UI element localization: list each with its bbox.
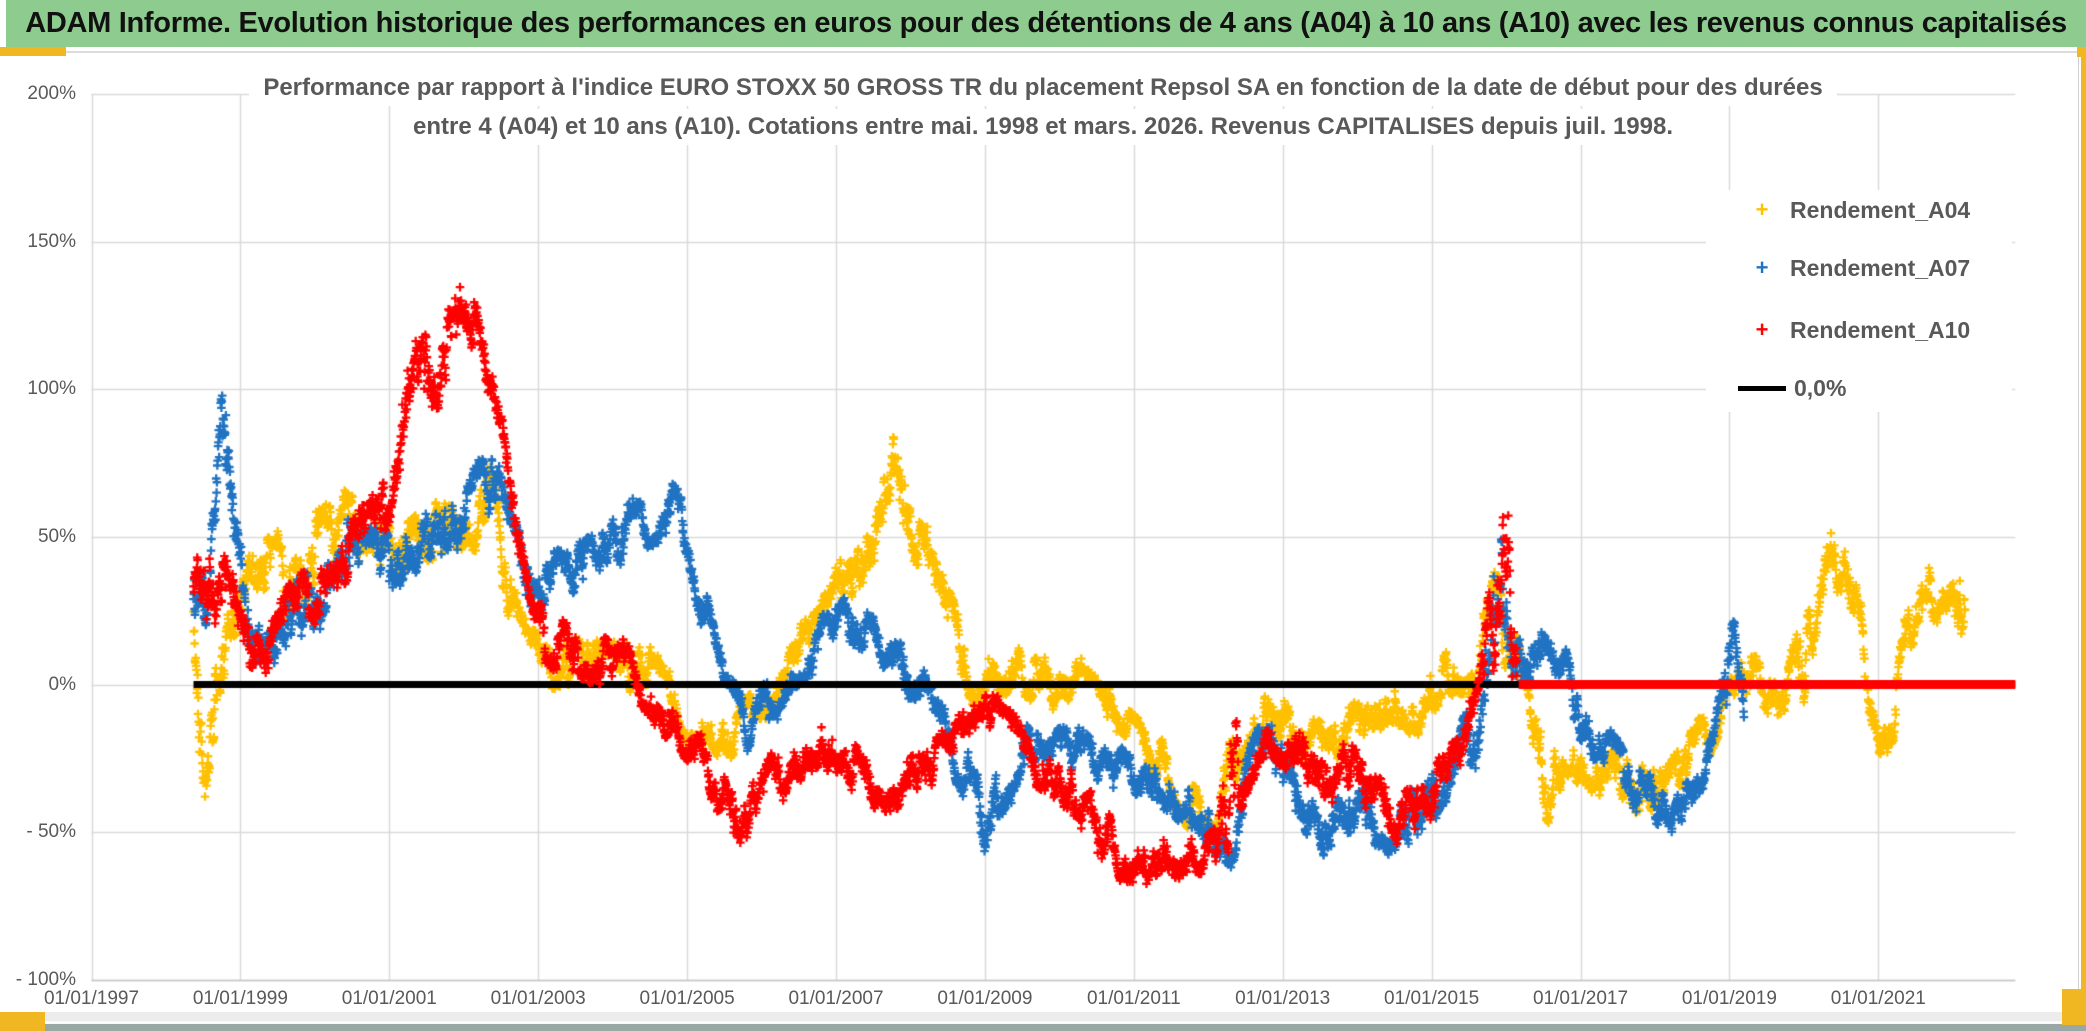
legend-item-rendement-a04[interactable]: + Rendement_A04 <box>1706 190 1971 230</box>
legend-label: 0,0% <box>1794 374 1847 401</box>
x-axis-label: 01/01/2007 <box>788 988 884 1009</box>
plus-marker-icon: + <box>1755 317 1769 342</box>
report-title-bar: ADAM Informe. Evolution historique des p… <box>6 0 2086 47</box>
gold-accent-right-edge <box>2081 57 2086 1023</box>
chart-title: Performance par rapport à l'indice EURO … <box>0 70 2086 148</box>
x-axis-label: 01/01/2009 <box>937 988 1033 1009</box>
legend-label: Rendement_A07 <box>1790 254 1971 281</box>
y-axis-label: 150% <box>27 230 76 252</box>
x-axis-label: 01/01/2011 <box>1086 988 1181 1009</box>
x-axis-label: 01/01/2017 <box>1532 988 1629 1009</box>
bottom-status-bar <box>0 1024 2086 1031</box>
x-axis-label: 01/01/2021 <box>1830 988 1926 1009</box>
report-title: ADAM Informe. Evolution historique des p… <box>25 7 2067 39</box>
plus-marker-icon: + <box>1755 197 1769 222</box>
line-marker-icon <box>1738 385 1786 391</box>
chart-title-line2: entre 4 (A04) et 10 ans (A10). Cotations… <box>398 109 1688 145</box>
y-axis-label: - 100% <box>15 968 76 990</box>
bottom-strip-white <box>0 1021 2086 1024</box>
x-axis-label: 01/01/2001 <box>341 988 437 1009</box>
x-axis-label: 01/01/2005 <box>639 988 735 1009</box>
header-divider <box>24 51 2086 53</box>
legend-item-rendement-a10[interactable]: + Rendement_A10 <box>1706 310 1971 350</box>
legend-label: Rendement_A10 <box>1790 316 1971 343</box>
y-axis-label: 0% <box>48 673 76 695</box>
y-axis-label: - 50% <box>26 821 76 843</box>
x-axis-label: 01/01/2013 <box>1235 988 1331 1009</box>
y-axis-label: 200% <box>27 83 76 105</box>
legend-item-zero-line[interactable]: 0,0% <box>1706 368 1846 408</box>
x-axis-label: 01/01/2003 <box>490 988 586 1009</box>
gold-accent-bottom-left <box>0 1012 45 1031</box>
gold-accent-top-left <box>0 47 66 56</box>
sheet-edge-line <box>2078 57 2079 1011</box>
plus-marker-icon: + <box>1755 255 1769 280</box>
legend-label: Rendement_A04 <box>1790 196 1971 223</box>
x-axis-label: 01/01/2019 <box>1681 988 1777 1009</box>
x-axis-label: 01/01/1997 <box>43 988 140 1009</box>
x-axis-label: 01/01/1999 <box>192 988 288 1009</box>
gold-accent-top-right <box>2077 47 2086 57</box>
bottom-strip-light <box>0 1012 2086 1021</box>
y-axis-label: 50% <box>37 525 76 547</box>
x-axis-label: 01/01/2015 <box>1384 988 1480 1009</box>
chart-legend: + Rendement_A04 + Rendement_A07 + Rendem… <box>1706 190 2012 412</box>
chart-title-line1: Performance par rapport à l'indice EURO … <box>249 70 1837 106</box>
gold-accent-bottom-right <box>2062 989 2086 1025</box>
y-axis-label: 100% <box>27 378 76 400</box>
legend-item-rendement-a07[interactable]: + Rendement_A07 <box>1706 248 1971 288</box>
